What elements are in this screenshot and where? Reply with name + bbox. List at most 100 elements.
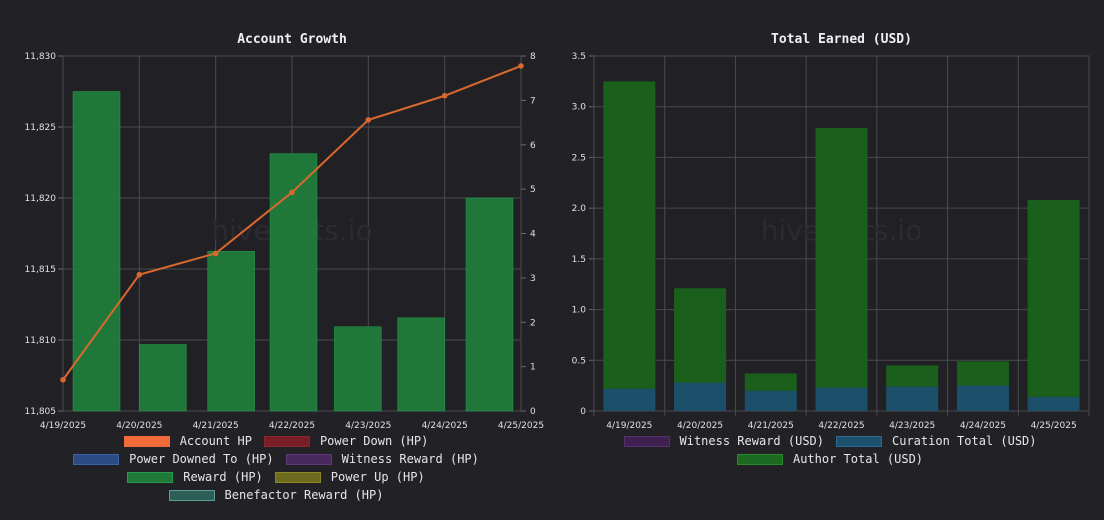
legend-swatch: [285, 453, 332, 465]
bar-author-total: [603, 81, 656, 389]
legend-swatch: [836, 435, 882, 447]
total-earned-legend: Witness Reward (USD) Curation Total (USD)…: [602, 433, 1058, 467]
legend-item[interactable]: Benefactor Reward (HP): [168, 487, 384, 503]
x-tick-label: 4/23/2025: [889, 421, 935, 431]
y-right-tick-label: 5: [530, 185, 536, 195]
line-point-account-hp: [289, 189, 295, 196]
total-earned-chart: Total Earned (USD) 0 0.5 1.0 1.5 2.0 2.5 3.0 3.5…: [572, 32, 1090, 431]
bar-reward-hp: [397, 317, 445, 412]
y-left-tick-label: 11,815: [25, 265, 57, 275]
legend-label: Benefactor Reward (HP): [224, 488, 384, 502]
legend-swatch: [127, 471, 174, 483]
bar-curation-total: [1027, 396, 1080, 411]
legend-item[interactable]: Witness Reward (USD): [623, 433, 825, 449]
legend-item[interactable]: Power Down (HP): [263, 433, 429, 449]
legend-label: Curation Total (USD): [892, 434, 1037, 448]
legend-label: Account HP: [179, 434, 252, 448]
line-point-account-hp: [365, 117, 372, 123]
account-growth-legend: Account HP Power Down (HP) Power Downed To…: [20, 433, 532, 503]
bar-curation-total: [744, 390, 797, 411]
y-right-tick-label: 0: [530, 407, 536, 417]
bar-reward-hp: [269, 153, 318, 412]
y-right-tick-label: 1: [530, 363, 536, 373]
legend-swatch: [263, 435, 310, 447]
x-tick-label: 4/20/2025: [677, 421, 723, 431]
y-left-tick-label: 11,805: [25, 407, 57, 417]
legend-label: Power Down (HP): [319, 434, 429, 448]
line-point-account-hp: [518, 63, 524, 69]
bar-reward-hp: [334, 326, 382, 412]
line-point-account-hp: [441, 92, 448, 99]
x-tick-label: 4/25/2025: [498, 421, 544, 431]
legend-label: Author Total (USD): [792, 452, 924, 466]
bar-curation-total: [603, 388, 656, 411]
bar-curation-total: [956, 385, 1009, 411]
y-right-tick-label: 6: [530, 141, 536, 151]
bar-curation-total: [886, 386, 939, 411]
bar-reward-hp: [139, 344, 187, 412]
x-tick-label: 4/24/2025: [422, 421, 468, 431]
y-tick-label: 2.0: [572, 204, 587, 214]
x-tick-label: 4/19/2025: [40, 421, 86, 431]
bar-author-total: [674, 288, 727, 383]
x-tick-label: 4/19/2025: [606, 421, 652, 431]
y-left-tick-label: 11,825: [25, 123, 57, 133]
x-tick-label: 4/20/2025: [116, 421, 162, 431]
legend-item[interactable]: Account HP: [123, 433, 252, 449]
chart-title: Total Earned (USD): [771, 32, 912, 47]
y-tick-label: 3.0: [572, 103, 587, 113]
bar-author-total: [815, 128, 868, 388]
y-tick-label: 3.5: [572, 52, 586, 62]
x-tick-label: 4/22/2025: [269, 421, 315, 431]
y-tick-label: 1.5: [572, 255, 586, 265]
y-left-tick-label: 11,820: [25, 194, 57, 204]
legend-swatch: [274, 471, 321, 483]
legend-swatch: [168, 489, 215, 501]
x-tick-label: 4/22/2025: [818, 421, 864, 431]
y-tick-label: 1.0: [572, 306, 587, 316]
legend-item[interactable]: Author Total (USD): [736, 451, 924, 467]
x-tick-label: 4/24/2025: [960, 421, 1006, 431]
y-tick-label: 2.5: [572, 153, 586, 163]
legend-item[interactable]: Power Downed To (HP): [73, 451, 274, 467]
chart-title: Account Growth: [237, 32, 347, 47]
bar-author-total: [956, 361, 1009, 386]
y-left-tick-label: 11,830: [25, 52, 57, 62]
legend-item[interactable]: Witness Reward (HP): [285, 451, 479, 467]
bar-curation-total: [815, 387, 868, 411]
legend-item[interactable]: Curation Total (USD): [836, 433, 1037, 449]
y-tick-label: 0.5: [572, 356, 586, 366]
legend-swatch: [123, 435, 170, 447]
legend-label: Power Up (HP): [330, 470, 425, 484]
legend-swatch: [73, 453, 120, 465]
legend-label: Witness Reward (HP): [341, 452, 479, 466]
y-right-tick-label: 3: [530, 274, 536, 284]
bar-author-total: [744, 373, 797, 391]
bar-reward-hp: [207, 251, 255, 412]
y-right-tick-label: 8: [530, 52, 536, 62]
legend-label: Witness Reward (USD): [679, 434, 825, 448]
y-tick-label: 0: [580, 407, 586, 417]
bar-reward-hp: [72, 91, 121, 412]
x-tick-label: 4/21/2025: [748, 421, 794, 431]
x-tick-label: 4/23/2025: [345, 421, 391, 431]
account-growth-chart: Account Growth 4/19/2025 4/20/2025 4/21/202…: [25, 32, 545, 431]
bar-curation-total: [674, 382, 727, 411]
legend-item[interactable]: Reward (HP): [127, 469, 263, 485]
y-left-tick-label: 11,810: [25, 336, 57, 346]
bar-reward-hp: [465, 197, 514, 412]
y-right-tick-label: 4: [530, 230, 536, 240]
bar-author-total: [886, 365, 939, 387]
line-point-account-hp: [136, 271, 143, 278]
x-tick-label: 4/25/2025: [1031, 421, 1077, 431]
line-point-account-hp: [212, 250, 219, 257]
legend-swatch: [623, 435, 670, 447]
legend-item[interactable]: Power Up (HP): [274, 469, 425, 485]
x-tick-label: 4/21/2025: [193, 421, 239, 431]
y-right-tick-label: 2: [530, 318, 536, 328]
legend-swatch: [736, 453, 783, 465]
legend-label: Reward (HP): [183, 470, 263, 484]
bar-author-total: [1027, 200, 1080, 397]
y-right-tick-label: 7: [530, 96, 536, 106]
